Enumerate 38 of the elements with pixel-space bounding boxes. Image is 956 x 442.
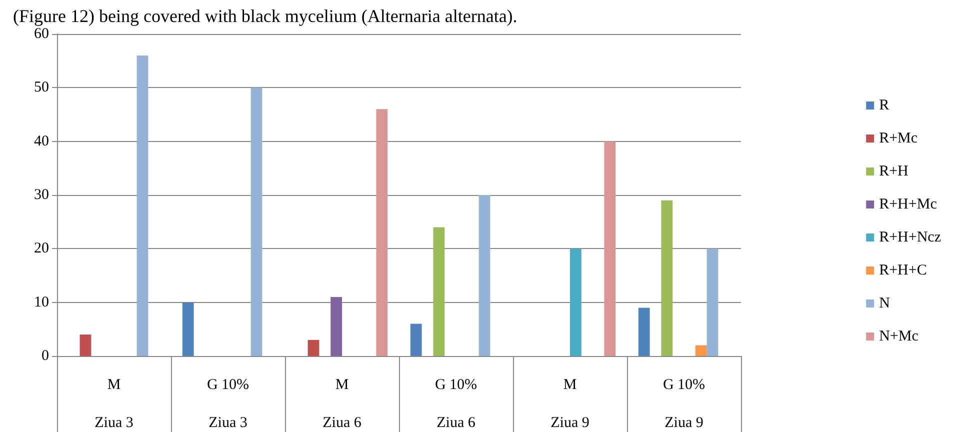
y-tick-label: 30 bbox=[34, 187, 49, 203]
category-label: M Ziua 3 bbox=[94, 377, 134, 431]
bar bbox=[570, 248, 582, 356]
legend-label: N bbox=[879, 296, 890, 312]
category-label: G 10% Ziua 3 bbox=[206, 377, 250, 431]
bar bbox=[478, 195, 490, 356]
y-tick-label: 20 bbox=[34, 240, 49, 257]
bar bbox=[604, 141, 616, 356]
bar bbox=[706, 248, 718, 356]
bar bbox=[661, 200, 673, 356]
category-label: G 10% Ziua 9 bbox=[662, 377, 706, 431]
legend-label: R+H bbox=[879, 164, 909, 180]
bar bbox=[80, 334, 92, 356]
category-label: M Ziua 9 bbox=[550, 377, 590, 431]
category-label: G 10% Ziua 6 bbox=[434, 377, 478, 431]
bar bbox=[182, 302, 194, 356]
category-label: M Ziua 6 bbox=[322, 377, 362, 431]
bar bbox=[410, 324, 422, 356]
legend-label: R+H+Mc bbox=[879, 196, 938, 212]
y-tick-label: 60 bbox=[34, 26, 49, 42]
legend-label: R bbox=[879, 98, 890, 114]
y-tick-label: 40 bbox=[34, 133, 49, 150]
bar bbox=[433, 227, 445, 356]
bar bbox=[695, 345, 707, 356]
bar bbox=[330, 296, 342, 356]
bar bbox=[376, 109, 388, 356]
bar bbox=[250, 88, 262, 356]
legend-label: R+H+C bbox=[879, 262, 927, 278]
y-tick-label: 10 bbox=[34, 294, 49, 310]
legend-label: R+Mc bbox=[879, 130, 918, 146]
bar bbox=[308, 340, 320, 356]
text: (Figure 12) being covered with black mycelium (Alternaria alternata). bbox=[13, 6, 518, 26]
y-tick-label: 50 bbox=[34, 80, 49, 96]
y-tick-label: 0 bbox=[42, 348, 49, 364]
legend-label: N+Mc bbox=[879, 328, 919, 344]
legend-label: R+H+Ncz bbox=[879, 230, 942, 246]
bar bbox=[136, 55, 148, 356]
bar bbox=[638, 308, 650, 356]
